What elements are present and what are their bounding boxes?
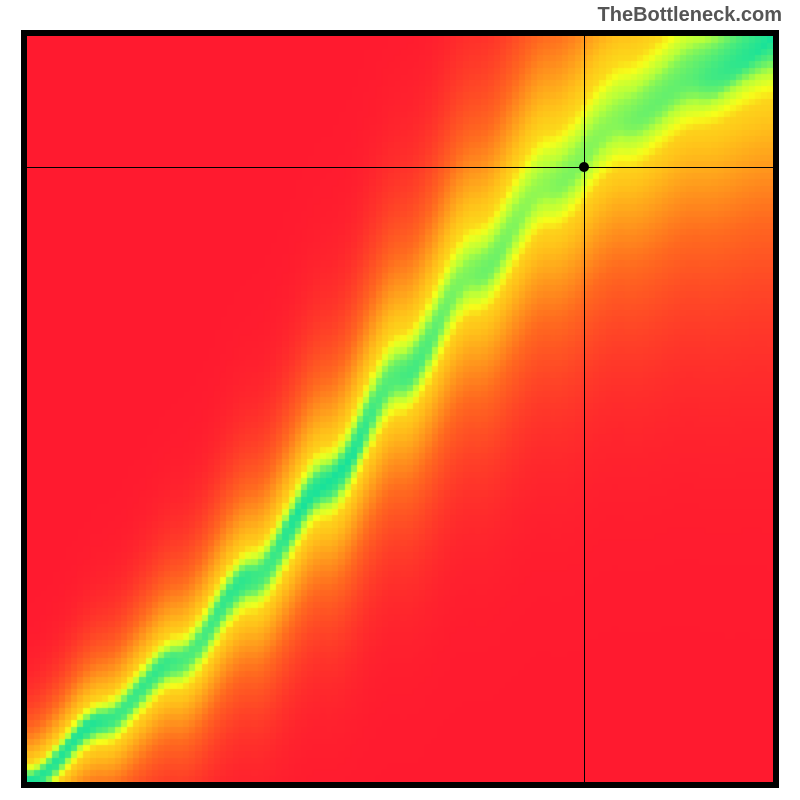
crosshair-horizontal (21, 167, 779, 168)
bottleneck-heatmap (27, 36, 773, 782)
watermark-text: TheBottleneck.com (598, 4, 782, 27)
crosshair-marker (579, 162, 589, 172)
plot-area (21, 30, 779, 788)
crosshair-vertical (584, 30, 585, 788)
